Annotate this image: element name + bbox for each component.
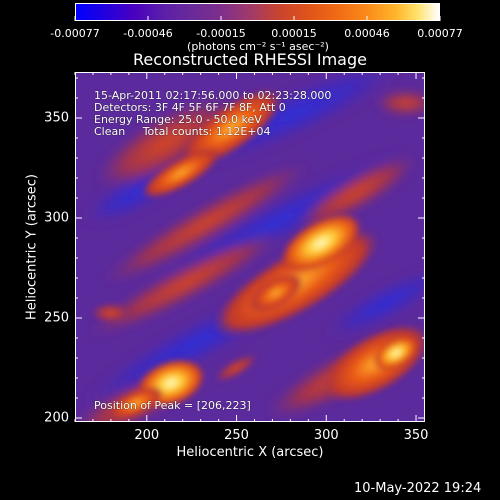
heatmap-bright-regions xyxy=(91,89,424,420)
colorbar-tick-label: -0.00015 xyxy=(196,27,246,40)
annotation-energy-range: Energy Range: 25.0 - 50.0 keV xyxy=(94,113,262,126)
colorbar-unit-label: (photons cm⁻² s⁻¹ asec⁻²) xyxy=(187,40,329,53)
annotation-time-range: 15-Apr-2011 02:17:56.000 to 02:23:28.000 xyxy=(94,89,332,102)
colorbar xyxy=(75,3,440,21)
x-tick-label: 250 xyxy=(224,428,249,443)
footer-timestamp: 10-May-2022 19:24 xyxy=(354,481,482,496)
colorbar-tick-label: 0.00077 xyxy=(417,27,463,40)
annotation-detectors: Detectors: 3F 4F 5F 6F 7F 8F, Att 0 xyxy=(94,101,286,114)
x-tick-label: 200 xyxy=(134,428,160,443)
x-tick-label: 300 xyxy=(313,428,339,443)
y-axis-label: Heliocentric Y (arcsec) xyxy=(24,174,40,320)
heatmap-image xyxy=(76,73,424,421)
y-tick-label: 250 xyxy=(44,310,69,326)
y-tick-label: 350 xyxy=(44,110,69,126)
y-tick-label: 300 xyxy=(44,210,69,226)
colorbar-tick-label: -0.00077 xyxy=(50,27,100,40)
annotation-total-counts: Clean Total counts: 1.12E+04 xyxy=(94,125,271,138)
colorbar-tick-label: 0.00015 xyxy=(271,27,317,40)
x-tick-label: 350 xyxy=(403,428,429,443)
x-axis-label: Heliocentric X (arcsec) xyxy=(176,445,324,460)
chart-title: Reconstructed RHESSI Image xyxy=(133,50,367,69)
colorbar-tick-label: -0.00046 xyxy=(123,27,173,40)
y-tick-label: 200 xyxy=(44,410,69,426)
annotation-peak-position: Position of Peak = [206,223] xyxy=(94,399,251,412)
colorbar-tick-label: 0.00046 xyxy=(344,27,390,40)
colorbar-gradient xyxy=(76,4,439,20)
plot-area: 15-Apr-2011 02:17:56.000 to 02:23:28.000… xyxy=(75,72,425,422)
